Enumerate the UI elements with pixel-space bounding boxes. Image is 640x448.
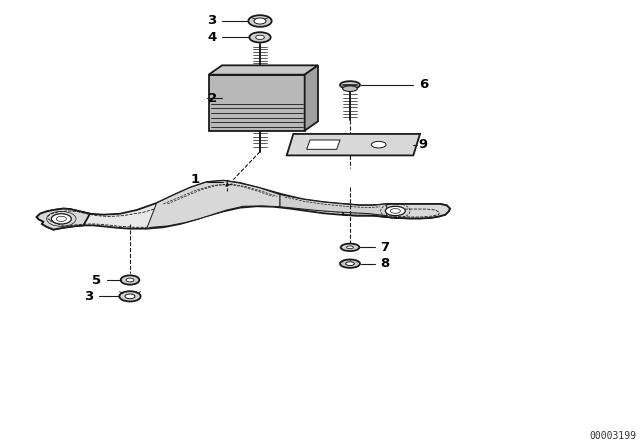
- Polygon shape: [147, 181, 280, 228]
- Ellipse shape: [254, 18, 266, 24]
- Polygon shape: [36, 209, 90, 229]
- Ellipse shape: [385, 206, 405, 215]
- Text: 3: 3: [207, 14, 217, 27]
- Ellipse shape: [340, 244, 359, 251]
- Polygon shape: [305, 65, 318, 131]
- Polygon shape: [340, 204, 450, 219]
- Ellipse shape: [340, 81, 360, 89]
- Text: 4: 4: [207, 31, 217, 44]
- Polygon shape: [280, 194, 387, 215]
- Ellipse shape: [347, 246, 353, 249]
- Ellipse shape: [121, 276, 140, 284]
- Ellipse shape: [371, 142, 386, 148]
- Text: 6: 6: [419, 78, 428, 91]
- Ellipse shape: [248, 15, 271, 27]
- Text: 3: 3: [84, 290, 93, 303]
- Text: 9: 9: [419, 138, 428, 151]
- Text: 8: 8: [380, 257, 389, 270]
- Ellipse shape: [346, 262, 355, 266]
- Ellipse shape: [255, 35, 264, 39]
- Ellipse shape: [119, 291, 141, 302]
- Ellipse shape: [250, 32, 271, 43]
- Text: 7: 7: [380, 241, 389, 254]
- Ellipse shape: [340, 259, 360, 268]
- Ellipse shape: [125, 294, 135, 299]
- Text: 00003199: 00003199: [589, 431, 637, 441]
- Polygon shape: [36, 181, 450, 229]
- Ellipse shape: [342, 86, 357, 91]
- Text: 5: 5: [92, 273, 101, 287]
- Polygon shape: [209, 65, 318, 75]
- Polygon shape: [209, 75, 305, 131]
- Ellipse shape: [51, 214, 71, 224]
- Text: 2: 2: [207, 91, 217, 104]
- Text: 1: 1: [191, 173, 200, 186]
- Ellipse shape: [126, 278, 134, 282]
- Polygon shape: [287, 134, 420, 155]
- Polygon shape: [307, 140, 340, 149]
